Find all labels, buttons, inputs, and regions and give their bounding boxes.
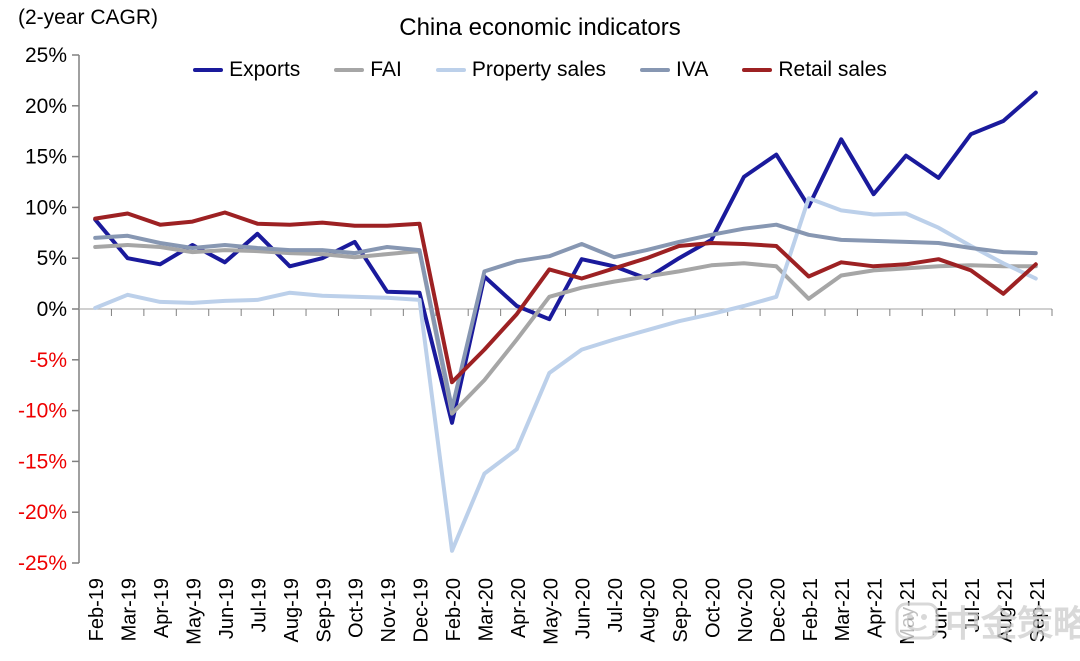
x-axis-label: Sep-19 [313,578,335,643]
x-axis-label: Feb-21 [800,578,822,641]
x-axis-label: Jul-21 [962,578,984,632]
y-tick-label: -15% [18,450,67,473]
series-line-exports [93,90,1038,425]
x-axis-label: Mar-20 [475,578,497,641]
x-axis-label: Apr-20 [508,578,530,638]
legend-item-fai: FAI [334,58,402,82]
x-axis-label: Oct-19 [346,578,368,638]
x-axis-label: Aug-19 [281,578,303,643]
legend-item-iva: IVA [640,58,708,82]
x-axis-label: Nov-19 [378,578,400,642]
x-axis-label: Jul-19 [248,578,270,632]
y-tick-label: 20% [25,95,67,118]
legend: Exports FAI Property sales IVA Retail sales [0,58,1080,82]
legend-marker-property-sales [435,68,466,72]
legend-label: Retail sales [778,58,887,81]
x-axis-label: Sep-21 [1027,578,1049,643]
series-line-retail-sales [93,210,1038,385]
x-axis-label: Sep-20 [670,578,692,643]
x-axis-label: Dec-19 [411,578,433,642]
series-line-property-sales [93,196,1038,553]
legend-marker-fai [334,68,365,72]
y-tick-label: 15% [25,146,67,169]
y-tick-label: -5% [30,349,67,372]
x-axis-label: Oct-20 [702,578,724,638]
x-axis-label: Dec-20 [767,578,789,642]
legend-marker-retail-sales [742,68,773,72]
legend-label: Exports [229,58,301,81]
y-tick-label: 5% [37,247,67,270]
series-line-fai [93,243,1038,416]
x-axis-label: May-20 [540,578,562,645]
y-tick-label: -20% [18,501,67,524]
x-axis-label: Apr-21 [865,578,887,638]
x-axis-label: Jun-20 [573,578,595,639]
axis-units-label: (2-year CAGR) [18,6,159,29]
y-tick-label: 0% [37,298,67,321]
y-tick-label: -10% [18,400,67,423]
legend-item-property-sales: Property sales [435,58,607,82]
legend-label: FAI [370,58,402,81]
y-tick-label: -25% [18,552,67,575]
x-axis-label: May-19 [184,578,206,645]
legend-label: Property sales [471,58,607,81]
legend-label: IVA [676,58,709,81]
legend-item-retail-sales: Retail sales [742,58,887,82]
x-axis-label: Mar-19 [119,578,141,641]
watermark: 中金策略 [895,602,1080,644]
x-axis-label: Apr-19 [151,578,173,638]
y-tick-label: 10% [25,196,67,219]
legend-marker-exports [193,68,224,72]
watermark-logo-icon [895,602,939,640]
x-axis-label: Aug-21 [994,578,1016,643]
legend-marker-iva [640,68,671,72]
series-line-iva [93,222,1038,411]
watermark-text: 中金策略 [945,603,1080,644]
x-axis-label: Nov-20 [735,578,757,642]
x-axis-label: Feb-19 [86,578,108,641]
legend-item-exports: Exports [193,58,300,82]
x-axis-label: Aug-20 [638,578,660,643]
x-axis-label: Jun-19 [216,578,238,639]
x-axis-label: Jul-20 [605,578,627,632]
y-tick-label: 25% [25,44,67,67]
x-axis-label: Mar-21 [832,578,854,641]
chart-title: China economic indicators [399,14,681,41]
x-axis-label: Feb-20 [443,578,465,641]
